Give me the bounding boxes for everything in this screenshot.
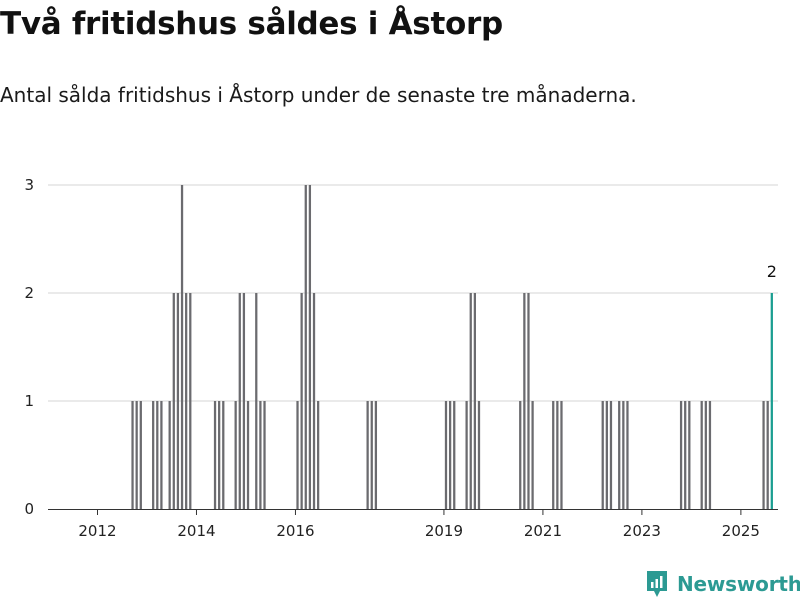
bar [131,401,134,509]
bar [135,401,138,509]
y-tick-label: 1 [24,392,34,410]
bar [246,401,250,509]
bar [189,293,192,509]
bar [684,401,687,509]
bar [374,401,378,509]
bar [156,401,159,509]
grid-lines [48,184,778,402]
bar [255,293,258,509]
brand-logo: Newsworthy [645,568,800,600]
bar [296,401,299,509]
bar [160,401,163,509]
bar [238,293,241,509]
bar [519,401,522,509]
bar [180,185,184,509]
bar [708,401,712,509]
bar [622,401,625,509]
bar [317,401,320,509]
x-tick-label: 2023 [623,522,661,540]
bar [766,401,769,509]
bar [218,401,221,509]
newsworthy-chart-icon [647,571,667,597]
bar [213,401,217,509]
bar [552,401,555,509]
x-tick-label: 2014 [177,522,215,540]
y-tick-label: 2 [24,284,34,302]
bar [605,401,608,509]
bar [263,401,266,509]
bar [370,401,373,509]
y-axis: 0 1 2 3 [24,176,34,518]
bar [304,185,307,509]
bar [242,293,246,509]
x-tick-label: 2021 [524,522,562,540]
x-tick-label: 2016 [276,522,314,540]
x-axis-ticks: 2012 2014 2016 2019 2021 2023 2025 [78,509,760,540]
bar [259,401,262,509]
bar [618,401,621,509]
bar [176,293,180,509]
bar [234,401,237,509]
bar [312,293,316,509]
bar [560,401,563,509]
chart-subtitle: Antal sålda fritidshus i Åstorp under de… [0,83,637,107]
bar [448,401,452,509]
bar [172,293,175,509]
chart-title: Två fritidshus såldes i Åstorp [0,6,503,42]
bar [139,401,142,509]
bar [453,401,456,509]
x-tick-label: 2025 [722,522,760,540]
bar [300,293,303,509]
bar [477,401,481,509]
bar [762,401,765,509]
brand-name: Newsworthy [677,572,800,596]
bar [152,401,155,509]
bar-highlight [770,293,773,509]
bar [688,401,691,509]
y-tick-label: 0 [24,500,34,518]
bar [465,401,468,509]
bar [704,401,707,509]
data-label: 2 [767,262,777,281]
bars [131,185,773,509]
bar [469,293,472,509]
bar [601,401,604,509]
bar [556,401,559,509]
bar [308,185,312,509]
bar [473,293,476,509]
bar [527,293,530,509]
bar [626,401,629,509]
bar [366,401,369,509]
bar [609,401,613,509]
bar [700,401,703,509]
bar [444,401,448,509]
data-labels: 2 [767,262,777,281]
x-tick-label: 2012 [78,522,116,540]
bar [523,293,526,509]
bar [185,293,188,509]
bar-chart: 0 1 2 3 2012 2014 2016 2019 2021 2023 2025 2 [24,176,778,540]
bar [531,401,534,509]
bar [222,401,225,509]
x-tick-label: 2019 [425,522,463,540]
y-tick-label: 3 [24,176,34,194]
bar [168,401,171,509]
bar [679,401,683,509]
